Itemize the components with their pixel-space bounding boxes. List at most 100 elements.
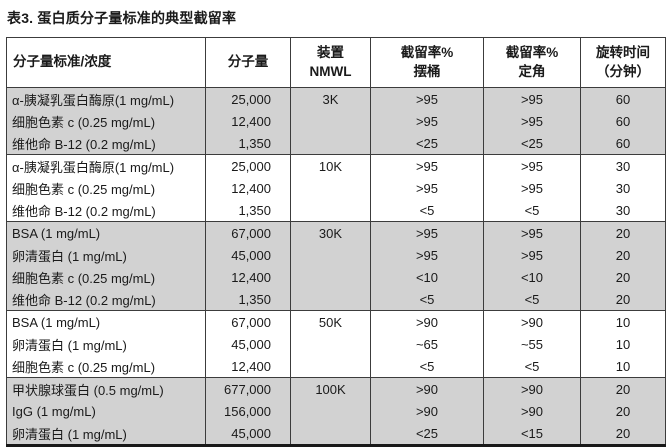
table-row: 细胞色素 c (0.25 mg/mL) 12,400 >95 >95 60	[6, 110, 666, 132]
standard-cell: 细胞色素 c (0.25 mg/mL)	[6, 110, 206, 132]
table-row: 卵清蛋白 (1 mg/mL) 45,000 ~65 ~55 10	[6, 333, 666, 355]
table-row: BSA (1 mg/mL) 67,000 30K >95 >95 20	[6, 221, 666, 244]
col-header-standard: 分子量标准/浓度	[6, 37, 206, 88]
swing-retention-cell: <5	[370, 199, 484, 222]
col-header-mw: 分子量	[205, 37, 291, 88]
swing-retention-cell: >95	[370, 110, 484, 132]
swing-retention-cell: ~65	[370, 333, 484, 355]
fixed-retention-cell: >95	[483, 244, 581, 266]
nmwl-cell	[290, 422, 371, 446]
fixed-retention-cell: <15	[483, 422, 581, 446]
spin-time-cell: 20	[580, 422, 666, 446]
standard-cell: 卵清蛋白 (1 mg/mL)	[6, 333, 206, 355]
nmwl-cell	[290, 266, 371, 288]
spin-time-cell: 20	[580, 400, 666, 422]
spin-time-cell: 30	[580, 199, 666, 222]
table-row: 维他命 B-12 (0.2 mg/mL) 1,350 <5 <5 20	[6, 288, 666, 311]
table-row: 细胞色素 c (0.25 mg/mL) 12,400 >95 >95 30	[6, 177, 666, 199]
nmwl-cell	[290, 355, 371, 378]
nmwl-cell	[290, 132, 371, 155]
fixed-retention-cell: >95	[483, 110, 581, 132]
nmwl-cell: 30K	[290, 221, 371, 244]
fixed-retention-cell: >90	[483, 400, 581, 422]
spin-time-cell: 20	[580, 221, 666, 244]
fixed-retention-cell: >95	[483, 177, 581, 199]
mw-cell: 677,000	[205, 377, 291, 400]
nmwl-cell	[290, 288, 371, 311]
standard-cell: IgG (1 mg/mL)	[6, 400, 206, 422]
mw-cell: 12,400	[205, 266, 291, 288]
standard-cell: 卵清蛋白 (1 mg/mL)	[6, 244, 206, 266]
fixed-retention-cell: <10	[483, 266, 581, 288]
table-row: 维他命 B-12 (0.2 mg/mL) 1,350 <5 <5 30	[6, 199, 666, 222]
mw-cell: 45,000	[205, 422, 291, 446]
table-row: 甲状腺球蛋白 (0.5 mg/mL) 677,000 100K >90 >90 …	[6, 377, 666, 400]
table-row: 维他命 B-12 (0.2 mg/mL) 1,350 <25 <25 60	[6, 132, 666, 155]
nmwl-cell	[290, 110, 371, 132]
fixed-retention-cell: ~55	[483, 333, 581, 355]
swing-retention-cell: <10	[370, 266, 484, 288]
standard-cell: 细胞色素 c (0.25 mg/mL)	[6, 266, 206, 288]
swing-retention-cell: <5	[370, 288, 484, 311]
fixed-retention-cell: >90	[483, 377, 581, 400]
swing-retention-cell: >90	[370, 310, 484, 333]
nmwl-cell	[290, 400, 371, 422]
standard-cell: α-胰凝乳蛋白酶原(1 mg/mL)	[6, 87, 206, 110]
mw-cell: 1,350	[205, 199, 291, 222]
standard-cell: α-胰凝乳蛋白酶原(1 mg/mL)	[6, 154, 206, 177]
fixed-retention-cell: <25	[483, 132, 581, 155]
fixed-retention-cell: >95	[483, 154, 581, 177]
spin-time-cell: 10	[580, 355, 666, 378]
nmwl-cell: 50K	[290, 310, 371, 333]
table-row: 卵清蛋白 (1 mg/mL) 45,000 >95 >95 20	[6, 244, 666, 266]
mw-cell: 156,000	[205, 400, 291, 422]
mw-cell: 12,400	[205, 355, 291, 378]
swing-retention-cell: >95	[370, 221, 484, 244]
table-row: 细胞色素 c (0.25 mg/mL) 12,400 <10 <10 20	[6, 266, 666, 288]
spin-time-cell: 20	[580, 244, 666, 266]
nmwl-cell: 10K	[290, 154, 371, 177]
swing-retention-cell: >95	[370, 244, 484, 266]
table-row: IgG (1 mg/mL) 156,000 >90 >90 20	[6, 400, 666, 422]
mw-cell: 45,000	[205, 333, 291, 355]
swing-retention-cell: >90	[370, 377, 484, 400]
header-row: 分子量标准/浓度 分子量 装置 NMWL 截留率% 摆桶 截留率% 定角 旋转时间 （分…	[6, 37, 666, 88]
swing-retention-cell: >90	[370, 400, 484, 422]
fixed-retention-cell: >95	[483, 221, 581, 244]
table-row: 卵清蛋白 (1 mg/mL) 45,000 <25 <15 20	[6, 422, 666, 446]
spin-time-cell: 60	[580, 87, 666, 110]
swing-retention-cell: <5	[370, 355, 484, 378]
table-row: α-胰凝乳蛋白酶原(1 mg/mL) 25,000 10K >95 >95 30	[6, 154, 666, 177]
spin-time-cell: 30	[580, 177, 666, 199]
standard-cell: 维他命 B-12 (0.2 mg/mL)	[6, 288, 206, 311]
nmwl-cell: 3K	[290, 87, 371, 110]
col-header-swing-retention: 截留率% 摆桶	[370, 37, 484, 88]
mw-cell: 12,400	[205, 110, 291, 132]
swing-retention-cell: <25	[370, 132, 484, 155]
fixed-retention-cell: <5	[483, 288, 581, 311]
table-title: 表3. 蛋白质分子量标准的典型截留率	[7, 10, 237, 26]
mw-cell: 45,000	[205, 244, 291, 266]
fixed-retention-cell: <5	[483, 199, 581, 222]
spin-time-cell: 20	[580, 266, 666, 288]
spin-time-cell: 60	[580, 132, 666, 155]
standard-cell: 维他命 B-12 (0.2 mg/mL)	[6, 132, 206, 155]
standard-cell: 卵清蛋白 (1 mg/mL)	[6, 422, 206, 446]
spin-time-cell: 20	[580, 377, 666, 400]
col-header-spin-time: 旋转时间 （分钟）	[580, 37, 666, 88]
fixed-retention-cell: >90	[483, 310, 581, 333]
spin-time-cell: 30	[580, 154, 666, 177]
swing-retention-cell: <25	[370, 422, 484, 446]
fixed-retention-cell: >95	[483, 87, 581, 110]
swing-retention-cell: >95	[370, 177, 484, 199]
standard-cell: BSA (1 mg/mL)	[6, 310, 206, 333]
table-row: 细胞色素 c (0.25 mg/mL) 12,400 <5 <5 10	[6, 355, 666, 378]
table-row: α-胰凝乳蛋白酶原(1 mg/mL) 25,000 3K >95 >95 60	[6, 87, 666, 110]
swing-retention-cell: >95	[370, 154, 484, 177]
mw-cell: 25,000	[205, 154, 291, 177]
mw-cell: 67,000	[205, 221, 291, 244]
swing-retention-cell: >95	[370, 87, 484, 110]
spin-time-cell: 10	[580, 310, 666, 333]
standard-cell: 甲状腺球蛋白 (0.5 mg/mL)	[6, 377, 206, 400]
spin-time-cell: 10	[580, 333, 666, 355]
